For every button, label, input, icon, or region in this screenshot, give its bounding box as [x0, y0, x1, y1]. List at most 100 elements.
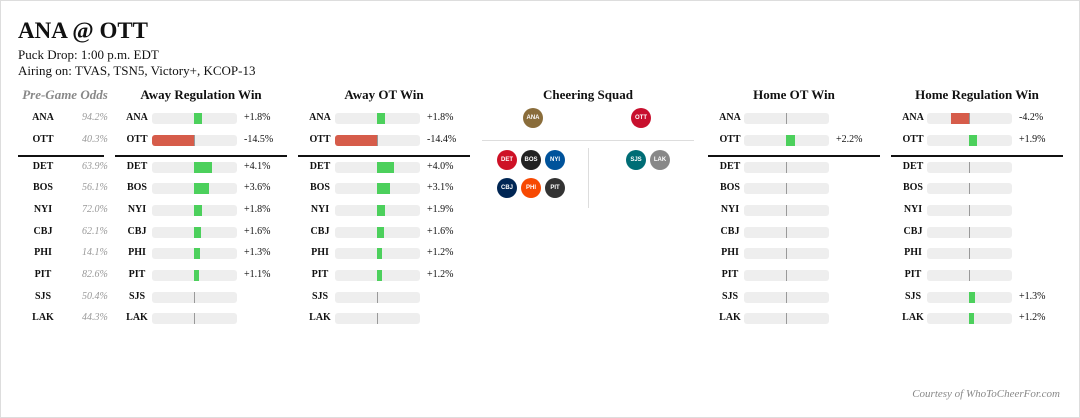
impact-bar	[335, 135, 420, 146]
ana-logo-icon: ANA	[523, 108, 543, 128]
positive-fill	[969, 135, 978, 146]
team-label: BOS	[126, 182, 147, 193]
impact-bar	[744, 183, 829, 194]
team-label: OTT	[902, 134, 924, 145]
team-label: OTT	[719, 134, 741, 145]
impact-bar	[927, 292, 1012, 303]
zero-line	[969, 248, 970, 259]
puck-drop-time: Puck Drop: 1:00 p.m. EDT	[18, 47, 159, 62]
team-label: SJS	[311, 291, 329, 302]
impact-value: +1.9%	[427, 204, 454, 215]
impact-bar	[744, 205, 829, 216]
positive-fill	[969, 292, 975, 303]
team-label: SJS	[128, 291, 146, 302]
pregame-odds: 50.4%	[82, 291, 108, 302]
zero-line	[194, 313, 195, 324]
impact-bar	[744, 162, 829, 173]
positive-fill	[194, 162, 212, 173]
impact-bar	[335, 248, 420, 259]
bos-logo-icon: BOS	[521, 150, 541, 170]
team-label: SJS	[904, 291, 922, 302]
pregame-odds: 63.9%	[82, 161, 108, 172]
impact-value: -14.5%	[244, 134, 274, 145]
team-label: DET	[126, 161, 148, 172]
positive-fill	[194, 183, 210, 194]
positive-fill	[194, 227, 201, 238]
positive-fill	[377, 205, 386, 216]
team-label: NYI	[310, 204, 330, 215]
impact-bar	[744, 113, 829, 124]
team-label: PIT	[128, 269, 146, 280]
impact-value: +3.6%	[244, 182, 271, 193]
impact-bar	[744, 292, 829, 303]
team-label: LAK	[719, 312, 741, 323]
impact-value: +1.2%	[427, 269, 454, 280]
positive-fill	[377, 113, 385, 124]
team-label: PHI	[311, 247, 329, 258]
impact-bar	[927, 162, 1012, 173]
pregame-odds: 62.1%	[82, 226, 108, 237]
impact-bar	[335, 162, 420, 173]
impact-bar	[335, 113, 420, 124]
impact-value: +1.2%	[1019, 312, 1046, 323]
team-label: CBJ	[127, 226, 147, 237]
team-label: LAK	[902, 312, 924, 323]
team-label: PIT	[34, 269, 52, 280]
impact-bar	[927, 183, 1012, 194]
pregame-odds: 94.2%	[82, 112, 108, 123]
team-label: LAK	[309, 312, 331, 323]
impact-value: +1.9%	[1019, 134, 1046, 145]
divider	[482, 140, 694, 141]
team-label: OTT	[32, 134, 54, 145]
team-label: PIT	[721, 269, 739, 280]
impact-bar	[927, 248, 1012, 259]
team-label: SJS	[34, 291, 52, 302]
impact-bar	[744, 227, 829, 238]
zero-line	[969, 183, 970, 194]
zero-line	[786, 270, 787, 281]
impact-bar	[152, 248, 237, 259]
impact-bar	[335, 227, 420, 238]
team-label: PHI	[128, 247, 146, 258]
divider	[298, 155, 470, 157]
nyi-logo-icon: NYI	[545, 150, 565, 170]
negative-fill	[335, 135, 377, 146]
positive-fill	[969, 313, 975, 324]
impact-bar	[152, 313, 237, 324]
positive-fill	[194, 270, 199, 281]
impact-value: +1.6%	[427, 226, 454, 237]
impact-value: +1.8%	[244, 204, 271, 215]
team-label: OTT	[309, 134, 331, 145]
zero-line	[786, 183, 787, 194]
team-label: PHI	[34, 247, 52, 258]
phi-logo-icon: PHI	[521, 178, 541, 198]
divider	[588, 148, 589, 208]
team-label: BOS	[309, 182, 330, 193]
positive-fill	[377, 227, 384, 238]
negative-fill	[152, 135, 194, 146]
team-label: NYI	[903, 204, 923, 215]
positive-fill	[377, 270, 383, 281]
pregame-header: Pre-Game Odds	[22, 87, 108, 102]
zero-line	[786, 313, 787, 324]
team-label: CBJ	[33, 226, 53, 237]
impact-bar	[744, 270, 829, 281]
positive-fill	[377, 248, 383, 259]
zero-line	[194, 292, 195, 303]
team-label: DET	[719, 161, 741, 172]
impact-bar	[927, 313, 1012, 324]
team-label: DET	[902, 161, 924, 172]
pregame-odds: 14.1%	[82, 247, 108, 258]
team-label: SJS	[721, 291, 739, 302]
impact-value: +1.1%	[244, 269, 271, 280]
pregame-odds: 82.6%	[82, 269, 108, 280]
impact-value: +1.6%	[244, 226, 271, 237]
team-label: NYI	[720, 204, 740, 215]
team-label: DET	[309, 161, 331, 172]
positive-fill	[194, 113, 202, 124]
pregame-odds: 72.0%	[82, 204, 108, 215]
impact-value: +1.3%	[244, 247, 271, 258]
footer-credit: Courtesy of WhoToCheerFor.com	[912, 388, 1060, 400]
impact-bar	[927, 227, 1012, 238]
broadcast-info: Airing on: TVAS, TSN5, Victory+, KCOP-13	[18, 63, 256, 78]
